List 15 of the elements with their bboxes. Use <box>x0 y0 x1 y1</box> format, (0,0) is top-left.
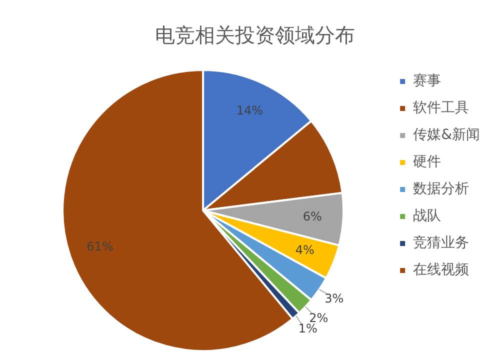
legend-label: 硬件 <box>413 154 442 170</box>
legend-label: 软件工具 <box>413 100 470 116</box>
legend-label: 传媒&新闻 <box>413 127 480 144</box>
data-label: 4% <box>295 242 314 257</box>
data-label: 61% <box>86 240 114 254</box>
data-label: 1% <box>298 322 318 336</box>
data-label: 6% <box>302 210 322 224</box>
legend-label: 赛事 <box>413 73 442 90</box>
legend-label: 在线视频 <box>413 262 470 278</box>
legend-label: 数据分析 <box>413 181 470 198</box>
legend-label: 竞猜业务 <box>413 235 470 252</box>
data-label: 14% <box>236 103 264 118</box>
chart-title: 电竞相关投资领域分布 <box>155 23 355 48</box>
data-label: 3% <box>324 292 344 306</box>
legend-label: 战队 <box>413 208 442 224</box>
